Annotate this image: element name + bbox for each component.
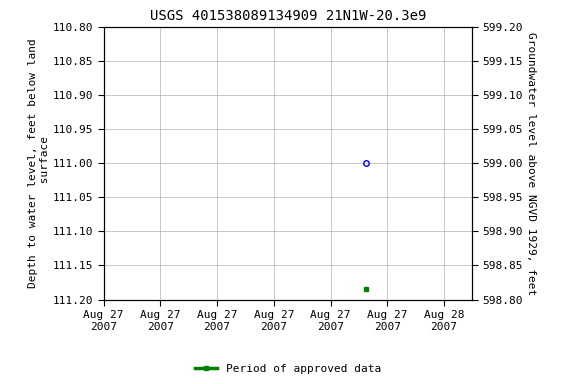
- Legend: Period of approved data: Period of approved data: [191, 359, 385, 379]
- Y-axis label: Groundwater level above NGVD 1929, feet: Groundwater level above NGVD 1929, feet: [526, 31, 536, 295]
- Y-axis label: Depth to water level, feet below land
 surface: Depth to water level, feet below land su…: [28, 38, 50, 288]
- Title: USGS 401538089134909 21N1W-20.3e9: USGS 401538089134909 21N1W-20.3e9: [150, 9, 426, 23]
